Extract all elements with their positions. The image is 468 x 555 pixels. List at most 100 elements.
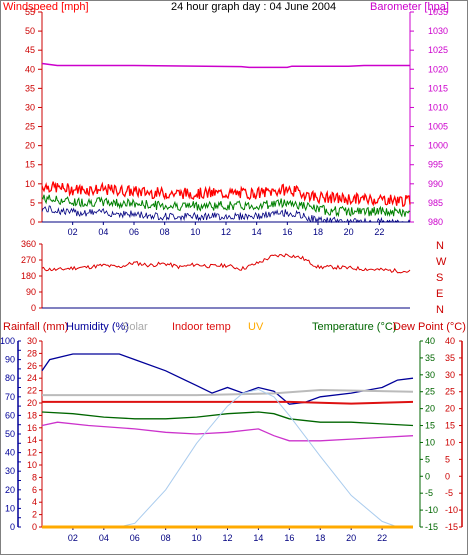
dewpoint-tick-label: 5 [445,454,450,464]
rainfall-tick-label: 30 [27,336,37,346]
temperature-tick-label: 25 [425,387,435,397]
dewpoint-tick-label: 15 [445,421,455,431]
rainfall-tick-label: 12 [27,448,37,458]
temperature-line [41,411,414,427]
panel3-x-tick-label: 20 [346,533,356,543]
temperature-tick-label: -10 [425,505,438,515]
humidity-tick-label: 60 [5,410,15,420]
windspeed-gust-line [41,181,411,207]
barometer-tick-label: 1010 [428,102,448,112]
panel3-x-tick-label: 18 [315,533,325,543]
panel3-x-tick-label: 06 [130,533,140,543]
dewpoint-line [41,421,414,442]
humidity-tick-label: 40 [5,448,15,458]
humidity-tick-label: 70 [5,392,15,402]
direction-tick-label: 360 [21,239,36,249]
dewpoint-tick-label: 35 [445,353,455,363]
panel3-x-tick-label: 08 [161,533,171,543]
temperature-tick-label: 0 [425,471,430,481]
humidity-axis-label: Humidity (%) [66,321,129,333]
panel1-x-tick-label: 08 [160,227,170,237]
rainfall-tick-label: 22 [27,386,37,396]
windspeed-average-line [41,194,411,218]
direction-tick-label: 90 [26,287,36,297]
temperature-tick-label: 30 [425,370,435,380]
solar-label: Solar [122,321,148,333]
humidity-tick-label: 0 [10,522,15,532]
rainfall-tick-label: 0 [32,522,37,532]
direction-tick-label: 0 [31,303,36,313]
windspeed-tick-label: 5 [30,198,35,208]
humidity-tick-label: 30 [5,466,15,476]
windspeed-tick-label: 0 [30,217,35,227]
barometer-tick-label: 995 [428,160,443,170]
temperature-axis-label: Temperature (°C) [312,321,396,333]
rainfall-tick-label: 6 [32,485,37,495]
dewpoint-tick-label: 0 [445,471,450,481]
dewpoint-tick-label: 20 [445,404,455,414]
direction-compass-label: N [436,304,444,316]
barometer-tick-label: 1005 [428,122,448,132]
temperature-tick-label: 20 [425,404,435,414]
windspeed-tick-label: 50 [25,26,35,36]
humidity-tick-label: 90 [5,355,15,365]
rainfall-axis-label: Rainfall (mm) [3,321,68,333]
temperature-tick-label: 15 [425,421,435,431]
barometer-tick-label: 1020 [428,64,448,74]
panel3-x-tick-label: 14 [253,533,263,543]
panel1-x-tick-label: 22 [374,227,384,237]
dewpoint-tick-label: 25 [445,387,455,397]
barometer-tick-label: 1000 [428,141,448,151]
panel3-x-tick-label: 04 [99,533,109,543]
windspeed-tick-label: 35 [25,83,35,93]
rainfall-tick-label: 4 [32,497,37,507]
barometer-tick-label: 1025 [428,45,448,55]
solar-line [42,388,413,528]
panel1-x-tick-label: 16 [282,227,292,237]
rainfall-tick-label: 24 [27,373,37,383]
temperature-tick-label: -15 [425,522,438,532]
rainfall-tick-label: 16 [27,423,37,433]
windspeed-tick-label: 30 [25,102,35,112]
temperature-tick-label: -5 [425,488,433,498]
panel3-x-tick-label: 02 [68,533,78,543]
barometer-tick-label: 990 [428,179,443,189]
direction-tick-label: 180 [21,271,36,281]
panel1-x-tick-label: 18 [313,227,323,237]
dewpoint-tick-label: -10 [445,505,458,515]
panel1-x-tick-label: 14 [252,227,262,237]
humidity-tick-label: 50 [5,429,15,439]
dewpoint-tick-label: 40 [445,336,455,346]
direction-compass-label: N [436,240,444,252]
barometer-tick-label: 1035 [428,7,448,17]
panel1-x-tick-label: 02 [68,227,78,237]
temperature-tick-label: 40 [425,336,435,346]
graph-title: 24 hour graph day : 04 June 2004 [171,1,336,13]
windspeed-tick-label: 55 [25,7,35,17]
windspeed-tick-label: 25 [25,122,35,132]
barometer-line [41,62,410,69]
temperature-tick-label: 10 [425,437,435,447]
rainfall-tick-label: 18 [27,410,37,420]
indoor-temp-label: Indoor temp [172,321,231,333]
panel1-x-tick-label: 12 [221,227,231,237]
direction-tick-label: 270 [21,255,36,265]
indoor-temp-secondary-line [42,388,414,397]
windspeed-tick-label: 10 [25,179,35,189]
barometer-tick-label: 980 [428,217,443,227]
dewpoint-tick-label: 10 [445,437,455,447]
panel3-x-tick-label: 10 [192,533,202,543]
direction-compass-label: S [436,272,443,284]
panel3-x-tick-label: 12 [222,533,232,543]
windspeed-tick-label: 45 [25,45,35,55]
rainfall-tick-label: 8 [32,472,37,482]
rainfall-tick-label: 20 [27,398,37,408]
direction-compass-label: E [436,288,443,300]
uv-label: UV [248,321,264,333]
dewpoint-tick-label: -5 [445,488,453,498]
panel1-x-tick-label: 04 [98,227,108,237]
rainfall-tick-label: 26 [27,361,37,371]
indoor-temp-line [42,400,414,405]
humidity-tick-label: 80 [5,373,15,383]
barometer-axis-label: Barometer [hpa] [370,1,449,13]
